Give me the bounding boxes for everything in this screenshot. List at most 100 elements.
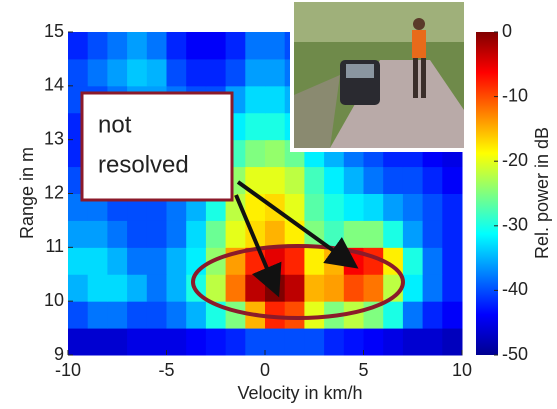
colorbar	[476, 32, 498, 355]
heat-cell	[226, 274, 246, 301]
heat-cell	[285, 301, 305, 328]
heat-cell	[304, 274, 324, 301]
heat-cell	[147, 59, 167, 86]
heat-cell	[167, 328, 187, 355]
heat-cell	[107, 32, 127, 59]
y-axis-label: Range in m	[17, 147, 37, 239]
heat-cell	[403, 247, 423, 274]
heat-cell	[107, 328, 127, 355]
annotation-text: resolved	[98, 151, 189, 178]
heat-cell	[285, 167, 305, 194]
heat-cell	[147, 301, 167, 328]
heat-cell	[304, 194, 324, 221]
heat-cell	[68, 301, 88, 328]
heat-cell	[186, 301, 206, 328]
y-tick-label: 10	[44, 290, 64, 310]
heat-cell	[68, 59, 88, 86]
heat-cell	[167, 274, 187, 301]
heat-cell	[206, 32, 226, 59]
heat-cell	[147, 274, 167, 301]
heat-cell	[442, 301, 462, 328]
heat-cell	[442, 247, 462, 274]
heat-cell	[423, 220, 443, 247]
heat-cell	[226, 328, 246, 355]
heat-cell	[107, 220, 127, 247]
heat-cell	[304, 167, 324, 194]
heat-cell	[68, 220, 88, 247]
photo-inset	[290, 0, 467, 152]
x-tick-label: -5	[158, 360, 174, 380]
heat-cell	[403, 220, 423, 247]
heat-cell	[88, 59, 108, 86]
heat-cell	[127, 247, 147, 274]
heat-cell	[442, 328, 462, 355]
heat-cell	[442, 220, 462, 247]
heat-cell	[364, 328, 384, 355]
heat-cell	[265, 113, 285, 140]
heat-cell	[442, 274, 462, 301]
y-tick-label: 11	[45, 236, 64, 256]
heat-cell	[442, 194, 462, 221]
heat-cell	[403, 328, 423, 355]
heat-cell	[265, 328, 285, 355]
heat-cell	[147, 220, 167, 247]
heat-cell	[127, 301, 147, 328]
heat-cell	[167, 32, 187, 59]
heat-cell	[206, 59, 226, 86]
heat-cell	[186, 59, 206, 86]
colorbar-tick-label: -30	[502, 215, 528, 235]
heat-cell	[423, 328, 443, 355]
heat-cell	[68, 32, 88, 59]
heat-cell	[206, 220, 226, 247]
x-axis-label: Velocity in km/h	[237, 383, 362, 403]
y-tick-label: 14	[44, 75, 64, 95]
x-tick-label: 5	[358, 360, 368, 380]
heat-cell	[147, 328, 167, 355]
heat-cell	[304, 247, 324, 274]
heat-cell	[364, 220, 384, 247]
heat-cell	[324, 274, 344, 301]
y-tick-label: 15	[44, 21, 64, 41]
heat-cell	[127, 328, 147, 355]
colorbar-tick-label: -10	[502, 85, 528, 105]
heat-cell	[88, 274, 108, 301]
heat-cell	[423, 194, 443, 221]
heat-cell	[245, 86, 265, 113]
heat-cell	[127, 220, 147, 247]
colorbar-label: Rel. power in dB	[532, 127, 552, 259]
heat-cell	[265, 140, 285, 167]
heat-cell	[245, 113, 265, 140]
heat-cell	[167, 247, 187, 274]
heat-cell	[245, 140, 265, 167]
heat-cell	[127, 274, 147, 301]
heat-cell	[107, 59, 127, 86]
heat-cell	[68, 247, 88, 274]
x-tick-label: 0	[260, 360, 270, 380]
heat-cell	[324, 328, 344, 355]
heat-cell	[245, 32, 265, 59]
heat-cell	[88, 328, 108, 355]
heat-cell	[383, 220, 403, 247]
heat-cell	[88, 301, 108, 328]
heat-cell	[344, 220, 364, 247]
heat-cell	[68, 328, 88, 355]
heat-cell	[226, 220, 246, 247]
heat-cell	[364, 274, 384, 301]
heat-cell	[147, 247, 167, 274]
heat-cell	[107, 301, 127, 328]
heat-cell	[206, 274, 226, 301]
heat-cell	[324, 194, 344, 221]
heat-cell	[324, 167, 344, 194]
y-tick-label: 13	[44, 128, 64, 148]
heat-cell	[403, 301, 423, 328]
annotation-box	[82, 93, 232, 200]
heat-cell	[403, 194, 423, 221]
heat-cell	[245, 59, 265, 86]
annotation-text: not	[98, 111, 132, 138]
heat-cell	[147, 32, 167, 59]
heat-cell	[383, 328, 403, 355]
chart: Velocity in km/h Range in m Rel. power i…	[0, 0, 557, 409]
heat-cell	[423, 167, 443, 194]
heat-cell	[226, 32, 246, 59]
heat-cell	[344, 274, 364, 301]
